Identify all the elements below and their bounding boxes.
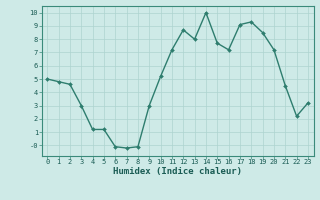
X-axis label: Humidex (Indice chaleur): Humidex (Indice chaleur) [113, 167, 242, 176]
